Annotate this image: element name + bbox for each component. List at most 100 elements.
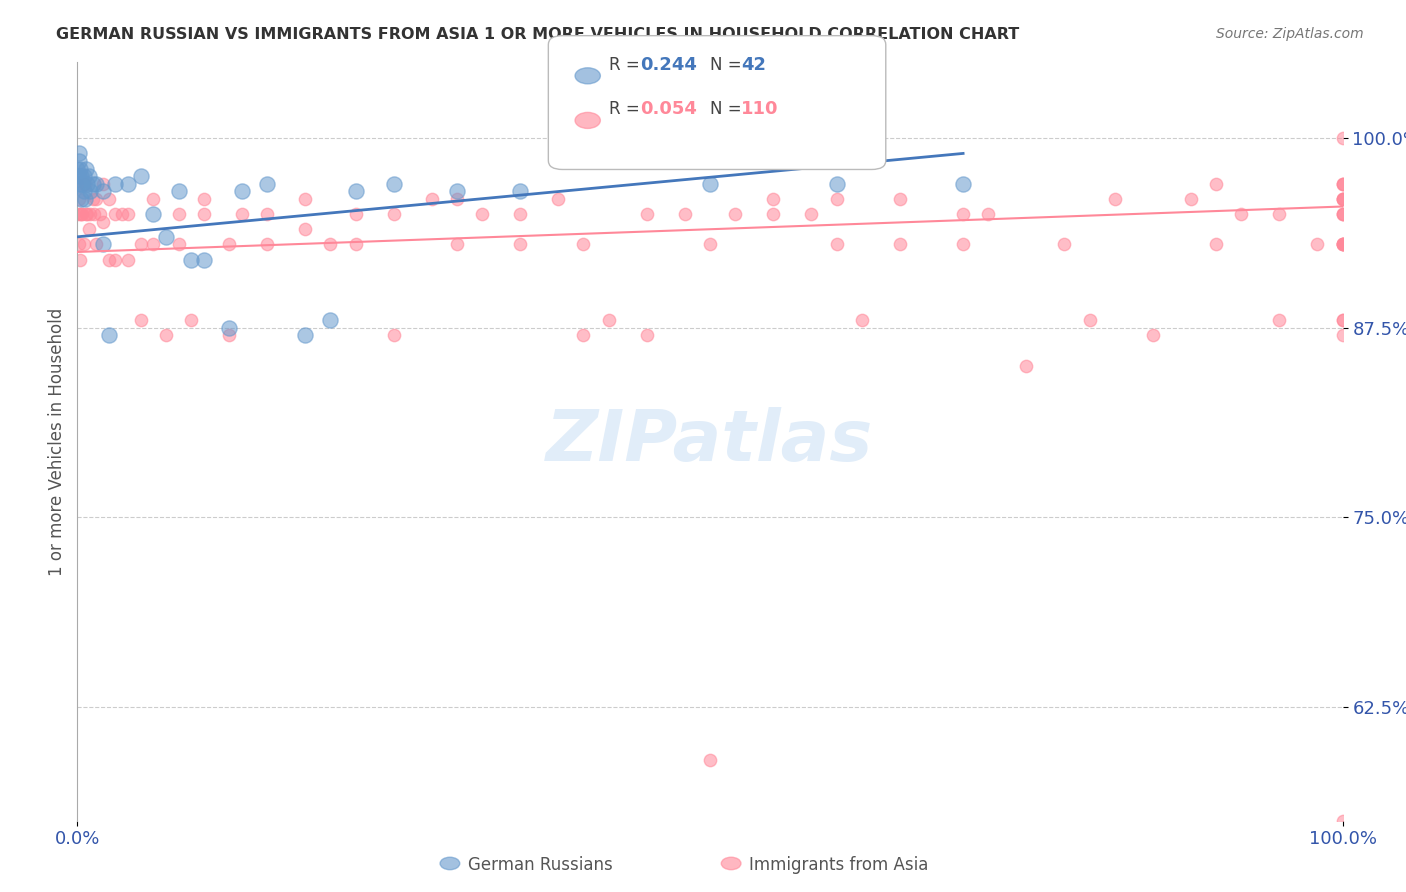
Point [1104, 192, 1126, 206]
Point [155, 229, 177, 244]
Point [70, 207, 93, 221]
Point [294, 222, 316, 236]
Point [82, 192, 104, 206]
Text: Immigrants from Asia: Immigrants from Asia [749, 855, 929, 873]
Point [1142, 328, 1164, 343]
Point [509, 237, 531, 252]
Point [762, 192, 785, 206]
Point [75, 161, 97, 176]
Text: 110: 110 [741, 100, 779, 118]
Point [91, 237, 114, 252]
Point [104, 207, 127, 221]
Point [294, 192, 316, 206]
Point [180, 252, 202, 267]
Point [1268, 207, 1291, 221]
Point [86, 192, 108, 206]
Point [73, 237, 96, 252]
Point [167, 237, 190, 252]
Point [83, 207, 105, 221]
Point [117, 252, 139, 267]
Point [77, 222, 100, 236]
Point [76, 207, 98, 221]
Point [89, 207, 111, 221]
Point [1331, 207, 1354, 221]
Point [91, 177, 114, 191]
Point [1331, 313, 1354, 327]
Point [572, 237, 595, 252]
Point [319, 237, 342, 252]
Text: 0.244: 0.244 [640, 55, 696, 73]
Point [70, 192, 93, 206]
Point [446, 185, 468, 199]
Point [699, 177, 721, 191]
Text: German Russians: German Russians [468, 855, 613, 873]
Point [952, 237, 974, 252]
Point [142, 192, 165, 206]
Point [73, 177, 96, 191]
Point [977, 207, 1000, 221]
Point [762, 207, 785, 221]
Point [1306, 237, 1329, 252]
Point [420, 192, 443, 206]
Point [256, 207, 278, 221]
Point [952, 177, 974, 191]
Point [98, 192, 120, 206]
Point [66, 161, 89, 176]
Point [104, 177, 127, 191]
Point [1331, 207, 1354, 221]
Point [382, 207, 405, 221]
Text: ZIPatlas: ZIPatlas [547, 407, 873, 476]
Text: 42: 42 [741, 55, 766, 73]
Point [193, 192, 215, 206]
Point [91, 185, 114, 199]
Point [73, 169, 96, 184]
Point [952, 207, 974, 221]
Point [889, 237, 911, 252]
Point [69, 161, 91, 176]
Point [1331, 192, 1354, 206]
Point [111, 207, 132, 221]
Point [1331, 207, 1354, 221]
Point [1331, 177, 1354, 191]
Point [446, 192, 468, 206]
Point [889, 192, 911, 206]
Point [72, 177, 94, 191]
Point [77, 169, 100, 184]
Point [825, 192, 848, 206]
Point [446, 237, 468, 252]
Point [673, 207, 696, 221]
Point [231, 207, 253, 221]
Point [69, 252, 91, 267]
Point [1331, 237, 1354, 252]
Point [129, 313, 152, 327]
Point [1331, 237, 1354, 252]
Point [86, 177, 108, 191]
Point [117, 177, 139, 191]
Text: 0.054: 0.054 [640, 100, 696, 118]
Point [1331, 237, 1354, 252]
Point [1331, 192, 1354, 206]
Point [129, 237, 152, 252]
Point [231, 185, 253, 199]
Point [572, 328, 595, 343]
Point [129, 169, 152, 184]
Point [142, 237, 165, 252]
Point [509, 207, 531, 221]
Point [382, 177, 405, 191]
Point [1230, 207, 1253, 221]
Point [167, 185, 190, 199]
Point [79, 207, 101, 221]
Point [1331, 237, 1354, 252]
Point [294, 328, 316, 343]
Point [851, 313, 873, 327]
Point [724, 207, 747, 221]
Point [1331, 177, 1354, 191]
Point [1331, 192, 1354, 206]
Point [598, 313, 620, 327]
Point [1205, 177, 1227, 191]
Point [382, 328, 405, 343]
Point [1331, 177, 1354, 191]
Point [69, 177, 91, 191]
Point [344, 237, 367, 252]
Point [193, 252, 215, 267]
